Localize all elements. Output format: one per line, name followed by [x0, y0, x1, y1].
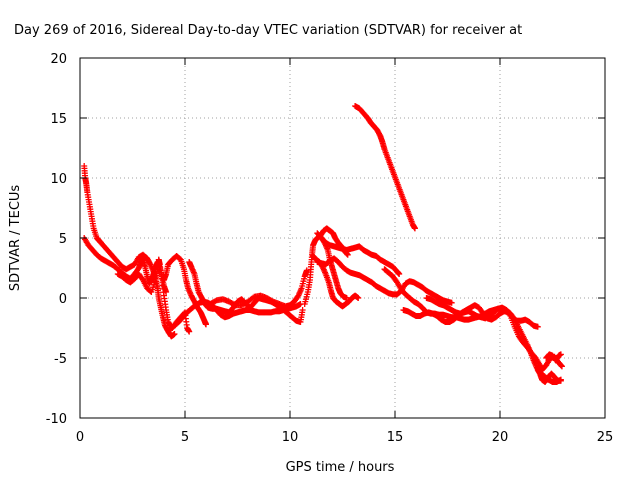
x-tick-label: 5 [181, 430, 189, 445]
data-points [81, 103, 565, 385]
data-point [557, 377, 564, 384]
chart-title: Day 269 of 2016, Sidereal Day-to-day VTE… [14, 23, 522, 38]
series-p [423, 295, 565, 373]
x-tick-labels: 0 5 10 15 20 25 [76, 430, 613, 445]
series-j [314, 230, 403, 277]
axis-ticks [79, 57, 606, 419]
series-c [114, 256, 193, 335]
y-tick-label: -10 [46, 412, 67, 427]
data-point [506, 311, 513, 318]
data-point [557, 351, 564, 358]
x-tick-label: 10 [282, 430, 299, 445]
data-point [534, 323, 541, 330]
data-point [343, 295, 350, 301]
x-tick-label: 15 [387, 430, 404, 445]
data-point [558, 363, 565, 370]
y-tick-label: -5 [54, 352, 67, 367]
data-point [355, 295, 362, 301]
series-k [314, 255, 455, 306]
data-point [411, 225, 418, 232]
y-axis-label: SDTVAR / TECUs [8, 185, 23, 292]
x-tick-label: 0 [76, 430, 84, 445]
series-a [81, 163, 178, 340]
x-tick-label: 25 [597, 430, 614, 445]
grid-lines [80, 58, 605, 418]
data-point [303, 267, 310, 274]
data-point [203, 321, 209, 328]
y-tick-label: 5 [59, 232, 67, 247]
y-tick-labels: -10 -5 0 5 10 15 20 [46, 52, 67, 427]
series-r [543, 351, 564, 364]
data-point [171, 331, 178, 337]
y-tick-label: 0 [59, 292, 67, 307]
x-axis-label: GPS time / hours [286, 460, 395, 475]
y-tick-label: 20 [50, 52, 67, 67]
plot-frame [79, 57, 606, 419]
series-g [207, 267, 310, 310]
data-point [299, 307, 306, 313]
data-point [448, 299, 455, 306]
x-tick-label: 20 [492, 430, 509, 445]
data-point [344, 251, 351, 258]
y-tick-label: 10 [50, 172, 67, 187]
series-m [352, 103, 418, 232]
data-point [186, 328, 193, 335]
data-point [396, 271, 403, 277]
series-q [534, 367, 564, 385]
y-tick-label: 15 [50, 112, 67, 127]
series-l [318, 235, 350, 301]
